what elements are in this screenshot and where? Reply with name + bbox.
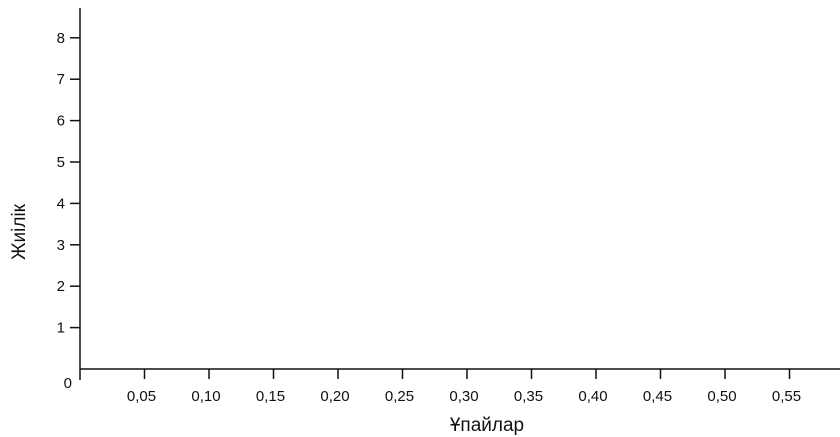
y-tick-label: 5 xyxy=(57,154,65,171)
x-tick-label: 0,45 xyxy=(643,388,672,405)
x-tick-label: 0,35 xyxy=(514,388,543,405)
y-tick-label: 1 xyxy=(57,320,65,337)
origin-label: 0 xyxy=(64,375,72,392)
x-tick-label: 0,50 xyxy=(707,388,736,405)
x-tick-label: 0,25 xyxy=(385,388,414,405)
x-tick-label: 0,15 xyxy=(256,388,285,405)
x-tick-label: 0,05 xyxy=(127,388,156,405)
y-tick-label: 7 xyxy=(57,71,65,88)
x-tick-label: 0,30 xyxy=(449,388,478,405)
y-axis: 1 2 3 4 5 6 7 8 xyxy=(57,8,81,380)
x-tick-label: 0,40 xyxy=(578,388,607,405)
x-tick-label: 0,10 xyxy=(191,388,220,405)
x-tick-label: 0,55 xyxy=(772,388,801,405)
y-tick-label: 8 xyxy=(57,30,65,47)
y-tick-label: 2 xyxy=(57,278,65,295)
x-axis-title: Ұпайлар xyxy=(450,415,524,436)
x-axis: 0,05 0,10 0,15 0,20 0,25 0,30 0,35 0,40 0,45 0,50… xyxy=(80,368,840,405)
x-tick-label: 0,20 xyxy=(320,388,349,405)
y-tick-label: 6 xyxy=(57,113,65,130)
axis-labels: 0 Ұпайлар Жиілік xyxy=(9,203,524,436)
y-tick-label: 4 xyxy=(57,195,65,212)
y-tick-label: 3 xyxy=(57,237,65,254)
y-axis-title: Жиілік xyxy=(9,203,30,260)
